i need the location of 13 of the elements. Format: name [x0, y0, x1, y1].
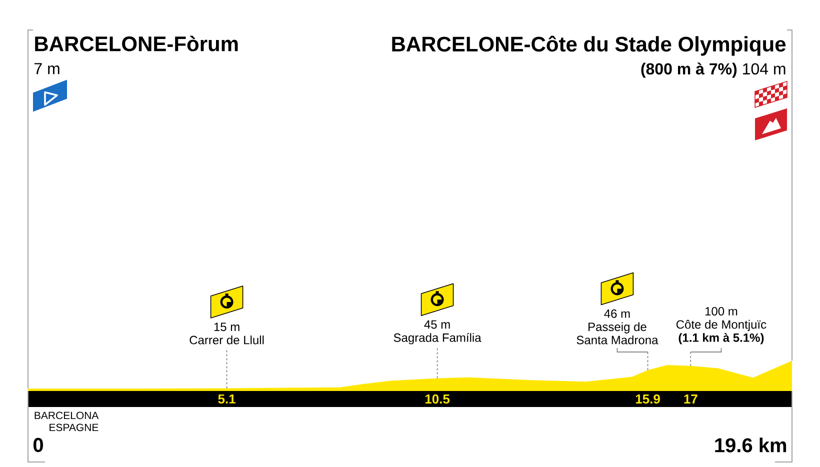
text: 15 m Carrer de Llull — [190, 322, 264, 344]
x-tick-label: 17 — [684, 394, 698, 404]
x-tick-label: 15.9 — [636, 394, 660, 404]
annotation: 0 — [33, 438, 44, 452]
annotation: 45 m Sagrada Família — [394, 320, 482, 344]
annotation: 46 m Passeig de Santa Madrona — [576, 309, 658, 344]
annotation: 100 m Côte de Montjuïc (1.1 km à 5.1%) — [676, 307, 766, 344]
x-tick-label: 10.5 — [425, 394, 450, 404]
annotation: BARCELONE-Côte du Stade Olympique (800 m à 7%) 104 m — [392, 36, 786, 78]
x-tick-label: 5.1 — [218, 394, 236, 404]
annotation: 19.6 km — [715, 438, 786, 452]
text: BARCELONA ESPAGNE — [34, 412, 99, 432]
text: BARCELONE-Fòrum 7 m — [34, 36, 238, 74]
